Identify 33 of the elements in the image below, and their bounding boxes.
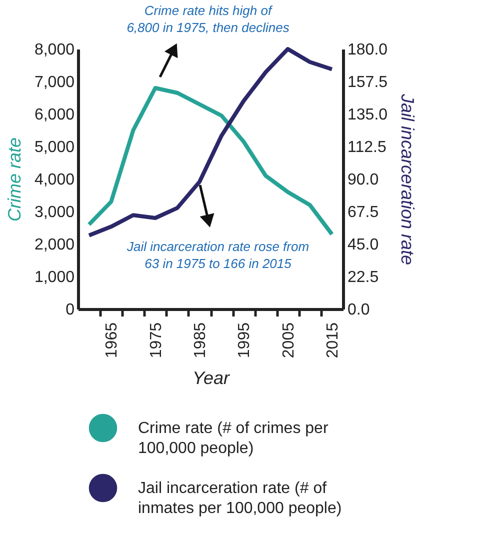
x-tick-label: 2005 (280, 322, 298, 358)
y2-tick-label: 112.5 (348, 139, 386, 156)
y-tick-label: 5,000 (34, 139, 75, 156)
y-tick-label: 4,000 (34, 172, 75, 188)
legend-label: Jail incarceration rate (# of inmates per 100,000 people) (138, 480, 342, 517)
x-tick-label: 1975 (148, 322, 165, 358)
y2-tick-label: 135.0 (348, 106, 388, 124)
line-series (87, 47, 334, 238)
y2-tick-label: 157.5 (348, 74, 388, 91)
annotation: Jail incarceration rate rose from 63 in 1975 to 166 in 2015 (126, 239, 310, 271)
x-tick-label: 1995 (236, 322, 254, 358)
y2-tick-label: 90.0 (348, 172, 379, 188)
y-tick-label: 8,000 (34, 42, 75, 58)
y2-tick-label: 0.0 (348, 302, 370, 318)
line-series (87, 86, 334, 236)
y-tick-label: 0 (66, 302, 75, 318)
y2-tick-label: 22.5 (348, 269, 379, 286)
x-tick-label: 2015 (324, 322, 342, 358)
y-tick-label: 7,000 (34, 74, 75, 91)
y-tick-label: 2,000 (34, 236, 75, 254)
x-axis-title: Year (192, 368, 231, 388)
y2-axis-title: Jail incarceration rate (398, 92, 418, 266)
y-tick-label: 1,000 (34, 269, 75, 286)
y-tick-label: 6,000 (34, 106, 75, 124)
y-axis-title: Crime rate (4, 137, 24, 222)
y2-tick-label: 45.0 (348, 236, 379, 254)
y2-tick-label: 67.5 (348, 204, 379, 221)
x-tick-label: 1985 (192, 322, 209, 358)
y2-tick-label: 180.0 (348, 42, 388, 58)
y-tick-label: 3,000 (34, 204, 75, 221)
x-tick-label: 1965 (104, 322, 121, 358)
text: Crime rate hits high of 6,800 in 1975, then declines (126, 3, 290, 35)
legend-label: Crime rate (# of crimes per 100,000 people) (138, 420, 329, 457)
